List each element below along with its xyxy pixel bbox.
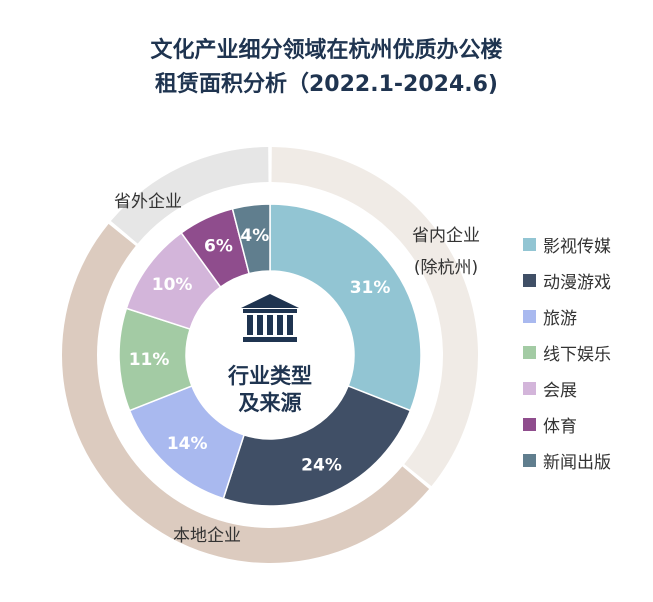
inner-segment-label: 6% [204, 237, 233, 257]
inner-segment [231, 203, 271, 275]
legend: 影视传媒动漫游戏旅游线下娱乐会展体育新闻出版 [523, 226, 611, 478]
legend-swatch [523, 381, 536, 395]
legend-label: 会展 [543, 380, 577, 401]
inner-segment-label: 24% [301, 455, 342, 475]
legend-label: 动漫游戏 [543, 272, 611, 293]
outer-segment-label: (除杭州) [414, 258, 478, 278]
legend-swatch [523, 345, 536, 359]
bank-icon [241, 294, 299, 342]
legend-swatch [523, 309, 536, 323]
inner-segment-label: 4% [240, 226, 269, 246]
outer-segment-label: 省外企业 [114, 192, 182, 212]
inner-segment-label: 14% [167, 434, 208, 454]
inner-segment [222, 384, 412, 507]
inner-segment [269, 203, 422, 412]
legend-swatch [523, 273, 536, 287]
outer-segment [61, 223, 430, 564]
outer-segment [271, 147, 478, 487]
legend-label: 线下娱乐 [543, 344, 611, 365]
inner-segment-label: 31% [350, 278, 391, 298]
outer-segment [110, 147, 269, 244]
legend-label: 旅游 [543, 308, 577, 329]
legend-item: 动漫游戏 [523, 262, 611, 298]
inner-ring-labels: 31% 24% 14% 11% 10% 6% 4% [129, 226, 391, 476]
legend-item: 新闻出版 [523, 442, 611, 478]
legend-swatch [523, 417, 536, 431]
legend-item: 会展 [523, 370, 611, 406]
legend-item: 体育 [523, 406, 611, 442]
legend-swatch [523, 453, 536, 467]
center-label-line-2: 及来源 [239, 391, 302, 415]
outer-ring [61, 147, 478, 564]
outer-segment-label: 本地企业 [173, 526, 241, 546]
legend-item: 影视传媒 [523, 226, 611, 262]
chart-title: 文化产业细分领域在杭州优质办公楼 租赁面积分析（2022.1-2024.6) [0, 34, 653, 102]
chart-title-line-2: 租赁面积分析（2022.1-2024.6) [155, 72, 498, 97]
center-label-line-1: 行业类型 [227, 364, 312, 388]
inner-segment-label: 10% [152, 275, 193, 295]
inner-ring [118, 203, 422, 507]
outer-segment-label: 省内企业 [412, 226, 480, 246]
center-group: 行业类型 及来源 [227, 294, 312, 415]
legend-item: 线下娱乐 [523, 334, 611, 370]
legend-label: 影视传媒 [543, 236, 611, 257]
legend-label: 新闻出版 [543, 452, 611, 473]
outer-ring-labels: 省内企业 (除杭州) 本地企业 省外企业 [114, 192, 480, 546]
inner-segment-label: 11% [129, 350, 170, 370]
legend-label: 体育 [543, 416, 577, 437]
chart-title-line-1: 文化产业细分领域在杭州优质办公楼 [150, 38, 503, 63]
legend-swatch [523, 237, 536, 251]
legend-item: 旅游 [523, 298, 611, 334]
